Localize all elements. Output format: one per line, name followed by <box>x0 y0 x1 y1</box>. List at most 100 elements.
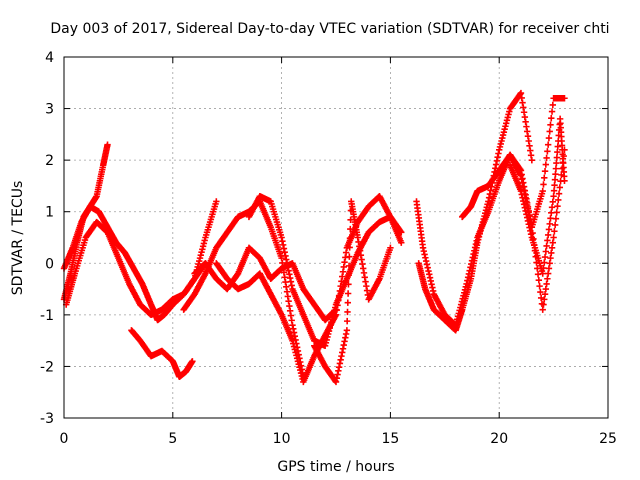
y-tick-label: -2 <box>40 359 54 375</box>
y-tick-label: 0 <box>45 256 54 272</box>
data-point <box>543 242 550 250</box>
series-trace-h <box>245 193 405 349</box>
data-point <box>347 225 354 233</box>
x-tick-label: 10 <box>273 431 291 447</box>
data-point <box>346 244 353 251</box>
data-point <box>548 108 556 115</box>
data-point <box>548 204 556 211</box>
data-point <box>555 196 562 204</box>
data-point <box>344 290 352 297</box>
data-point <box>545 134 553 142</box>
data-point <box>544 231 552 239</box>
data-point <box>548 209 555 217</box>
data-point <box>536 282 543 290</box>
series-trace-k <box>415 89 536 334</box>
data-point <box>345 271 352 279</box>
data-point <box>345 281 352 288</box>
data-point <box>540 181 547 188</box>
series-trace-d <box>128 327 196 380</box>
data-point <box>542 248 550 255</box>
data-marks <box>60 89 568 386</box>
x-tick-label: 0 <box>60 431 69 447</box>
data-point <box>552 170 559 178</box>
data-point <box>387 244 394 252</box>
data-point <box>541 253 549 261</box>
data-point <box>548 114 555 122</box>
data-point <box>398 239 405 246</box>
data-point <box>343 327 351 334</box>
data-point <box>546 128 553 135</box>
data-point <box>552 215 560 222</box>
data-point <box>543 154 550 162</box>
series-trace-l <box>459 95 568 231</box>
x-tick-labels: 0 5 10 15 20 25 <box>60 431 617 447</box>
data-point <box>344 308 351 316</box>
data-point <box>561 177 568 184</box>
data-point <box>346 253 353 260</box>
data-point <box>551 176 559 183</box>
grid <box>64 57 608 418</box>
series-trace-i <box>311 198 394 386</box>
y-axis-label: SDTVAR / TECUs <box>10 181 26 296</box>
data-point <box>554 143 561 150</box>
x-tick-label: 25 <box>599 431 617 447</box>
data-point <box>540 264 547 272</box>
y-tick-label: 2 <box>45 153 54 169</box>
data-point <box>549 198 557 205</box>
data-point <box>553 154 561 161</box>
data-point <box>554 202 561 210</box>
data-point <box>398 229 405 236</box>
data-point <box>104 141 111 148</box>
data-point <box>345 262 353 270</box>
y-tick-label: 3 <box>45 102 54 118</box>
y-tick-label: -1 <box>40 308 54 324</box>
data-point <box>546 220 553 228</box>
data-point <box>551 181 558 189</box>
data-point <box>213 198 220 205</box>
data-point <box>542 161 550 168</box>
data-point <box>537 288 544 296</box>
chart-title: Day 003 of 2017, Sidereal Day-to-day VTE… <box>50 21 609 37</box>
data-point <box>553 209 560 216</box>
data-point <box>545 226 553 233</box>
data-point <box>189 358 196 365</box>
x-tick-label: 20 <box>490 431 508 447</box>
data-point <box>346 235 354 242</box>
axis-ticks <box>63 56 609 419</box>
data-point <box>549 101 557 109</box>
data-point <box>554 148 561 156</box>
y-tick-label: -3 <box>40 411 54 427</box>
data-point <box>541 174 548 182</box>
y-tick-label: 1 <box>45 205 54 221</box>
x-axis-label: GPS time / hours <box>277 459 394 475</box>
data-point <box>539 270 546 277</box>
series-trace-m <box>506 115 568 277</box>
data-point <box>541 259 548 266</box>
data-point <box>547 215 554 222</box>
data-point <box>556 184 564 191</box>
data-point <box>343 317 351 325</box>
data-point <box>544 141 552 148</box>
data-point <box>544 148 551 155</box>
data-point <box>555 190 563 197</box>
data-point <box>539 187 546 195</box>
data-point <box>553 159 560 167</box>
data-point <box>550 234 557 241</box>
y-tick-labels: -3 -2 -1 0 1 2 3 4 <box>40 50 54 427</box>
plot-frame <box>63 56 609 419</box>
data-point <box>535 277 543 284</box>
data-point <box>550 193 557 200</box>
data-point <box>551 228 558 235</box>
data-point <box>528 156 536 164</box>
data-point <box>541 167 549 175</box>
data-point <box>552 165 560 172</box>
data-point <box>551 221 559 229</box>
y-tick-label: 4 <box>45 50 54 66</box>
data-point <box>544 237 551 244</box>
data-point <box>561 95 568 102</box>
data-point <box>344 299 352 306</box>
data-point <box>550 187 558 194</box>
x-tick-label: 15 <box>381 431 399 447</box>
data-point <box>547 121 554 128</box>
